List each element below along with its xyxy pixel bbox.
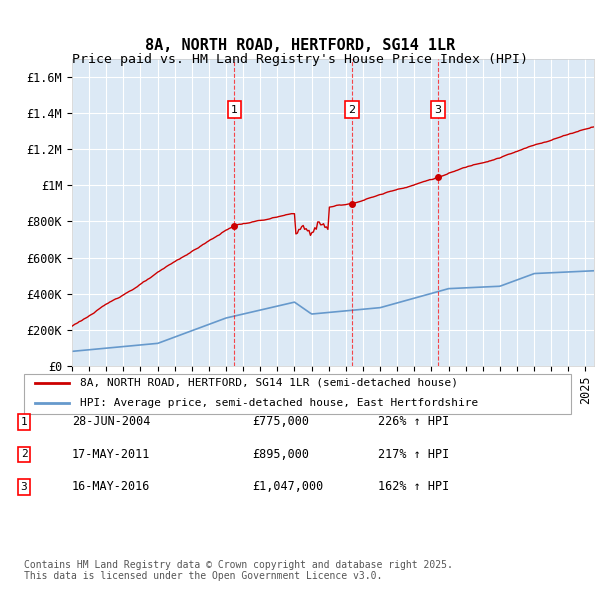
Text: 2: 2 (20, 450, 28, 459)
Text: 28-JUN-2004: 28-JUN-2004 (72, 415, 151, 428)
Text: 162% ↑ HPI: 162% ↑ HPI (378, 480, 449, 493)
Text: Price paid vs. HM Land Registry's House Price Index (HPI): Price paid vs. HM Land Registry's House … (72, 53, 528, 66)
Text: 3: 3 (20, 482, 28, 491)
Text: HPI: Average price, semi-detached house, East Hertfordshire: HPI: Average price, semi-detached house,… (80, 398, 478, 408)
Text: £775,000: £775,000 (252, 415, 309, 428)
Text: 1: 1 (20, 417, 28, 427)
FancyBboxPatch shape (23, 374, 571, 414)
Text: £1,047,000: £1,047,000 (252, 480, 323, 493)
Text: Contains HM Land Registry data © Crown copyright and database right 2025.
This d: Contains HM Land Registry data © Crown c… (24, 559, 453, 581)
Text: 16-MAY-2016: 16-MAY-2016 (72, 480, 151, 493)
Text: 3: 3 (434, 104, 441, 114)
Text: 8A, NORTH ROAD, HERTFORD, SG14 1LR (semi-detached house): 8A, NORTH ROAD, HERTFORD, SG14 1LR (semi… (80, 378, 458, 388)
Text: £895,000: £895,000 (252, 448, 309, 461)
Text: 1: 1 (231, 104, 238, 114)
Text: 217% ↑ HPI: 217% ↑ HPI (378, 448, 449, 461)
Text: 2: 2 (349, 104, 356, 114)
Text: 17-MAY-2011: 17-MAY-2011 (72, 448, 151, 461)
Text: 8A, NORTH ROAD, HERTFORD, SG14 1LR: 8A, NORTH ROAD, HERTFORD, SG14 1LR (145, 38, 455, 53)
Text: 226% ↑ HPI: 226% ↑ HPI (378, 415, 449, 428)
